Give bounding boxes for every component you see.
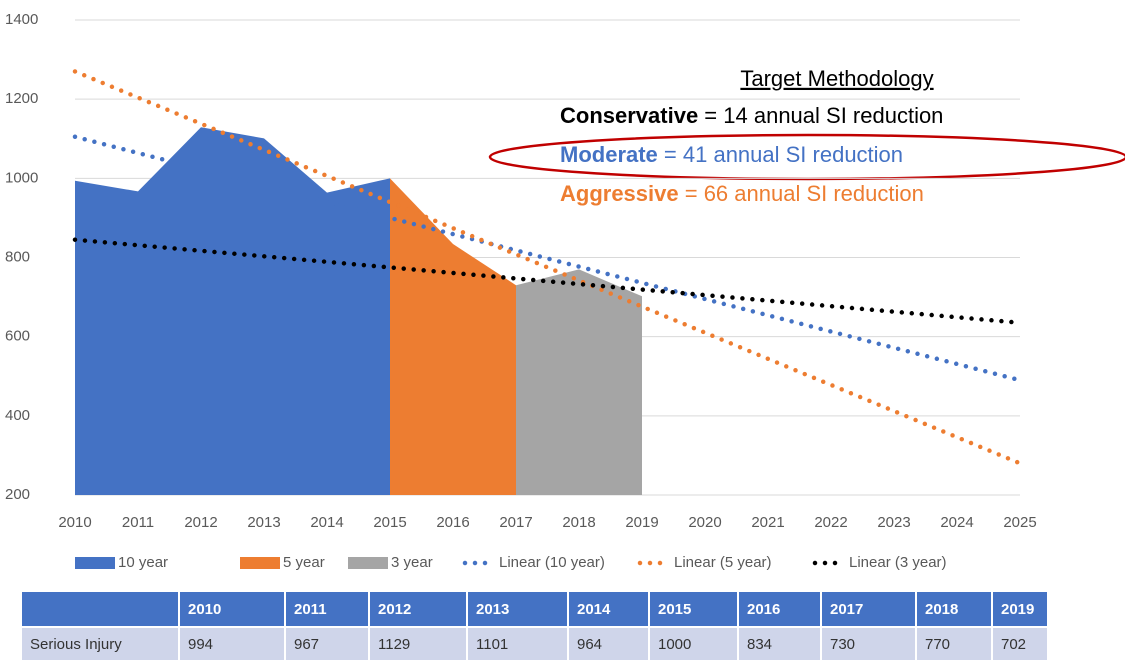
data-cell: 770 — [917, 628, 991, 660]
header-cell: 2016 — [739, 592, 820, 626]
legend-label: Linear (5 year) — [674, 554, 772, 571]
x-tick-label: 2021 — [751, 514, 784, 531]
header-cell: 2010 — [180, 592, 284, 626]
header-cell: 2015 — [650, 592, 737, 626]
annotation-title: Target Methodology — [740, 66, 933, 91]
x-tick-label: 2018 — [562, 514, 595, 531]
area — [75, 127, 390, 495]
x-tick-label: 2013 — [247, 514, 280, 531]
header-cell: 2017 — [822, 592, 915, 626]
header-cell: 2014 — [569, 592, 648, 626]
x-tick-label: 2012 — [184, 514, 217, 531]
data-row: Serious Injury 994 967 1129 1101 964 1000 834 73… — [22, 628, 1047, 660]
header-cell: 2011 — [286, 592, 368, 626]
data-cell: 964 — [569, 628, 648, 660]
annotation-bold: Conservative — [560, 103, 698, 128]
y-tick-label: 400 — [5, 407, 30, 424]
header-cell: 2019 — [993, 592, 1047, 626]
trend-line — [72, 237, 1023, 326]
trend-line — [72, 69, 1023, 466]
x-tick-label: 2014 — [310, 514, 343, 531]
x-tick-label: 2019 — [625, 514, 658, 531]
highlight-ellipse — [488, 133, 1125, 181]
x-tick-label: 2023 — [877, 514, 910, 531]
header-cell: 2012 — [370, 592, 466, 626]
data-cell: 834 — [739, 628, 820, 660]
data-cell: 1101 — [468, 628, 567, 660]
data-cell: 994 — [180, 628, 284, 660]
annotation-bold: Moderate — [560, 142, 658, 167]
y-tick-label: 1000 — [5, 169, 38, 186]
y-tick-label: 1400 — [5, 11, 38, 28]
x-tick-label: 2025 — [1003, 514, 1036, 531]
annotation-line: Conservative = 14 annual SI reduction — [560, 103, 943, 128]
legend-label: 3 year — [391, 554, 433, 571]
y-tick-label: 200 — [5, 486, 30, 503]
x-tick-label: 2017 — [499, 514, 532, 531]
y-tick-label: 600 — [5, 328, 30, 345]
x-tick-label: 2010 — [58, 514, 91, 531]
data-cell: 1129 — [370, 628, 466, 660]
trend-line — [72, 134, 1023, 383]
annotation-text: = 66 annual SI reduction — [679, 181, 924, 206]
annotation-text: = 41 annual SI reduction — [658, 142, 903, 167]
legend-swatch — [348, 557, 388, 569]
annotation-line: Moderate = 41 annual SI reduction — [560, 142, 903, 167]
header-cell: 2018 — [917, 592, 991, 626]
x-tick-label: 2020 — [688, 514, 721, 531]
legend-swatch — [75, 557, 115, 569]
header-row: 2010 2011 2012 2013 2014 2015 2016 2017 2018 2019 — [22, 592, 1047, 626]
annotation-line: Aggressive = 66 annual SI reduction — [560, 181, 924, 206]
header-cell: 2013 — [468, 592, 567, 626]
data-cell: 1000 — [650, 628, 737, 660]
x-tick-label: 2015 — [373, 514, 406, 531]
legend-swatch — [240, 557, 280, 569]
annotation-text: = 14 annual SI reduction — [698, 103, 943, 128]
legend-label: Linear (10 year) — [499, 554, 605, 571]
data-cell: 730 — [822, 628, 915, 660]
x-tick-label: 2024 — [940, 514, 973, 531]
legend-label: Linear (3 year) — [849, 554, 947, 571]
chart: 200 400 600 800 1000 1200 1400 2010 2011 2012 2013… — [5, 11, 1125, 571]
x-tick-label: 2016 — [436, 514, 469, 531]
data-cell: 702 — [993, 628, 1047, 660]
y-tick-label: 800 — [5, 248, 30, 265]
x-tick-label: 2022 — [814, 514, 847, 531]
area — [390, 178, 516, 496]
data-cell: Serious Injury — [22, 628, 178, 660]
data-cell: 967 — [286, 628, 368, 660]
y-tick-label: 1200 — [5, 90, 38, 107]
corner-cell — [22, 592, 178, 626]
area — [516, 269, 642, 495]
legend-label: 10 year — [118, 554, 168, 571]
data-table: 2010 2011 2012 2013 2014 2015 2016 2017 2018 2019… — [20, 590, 1049, 662]
x-tick-label: 2011 — [122, 514, 154, 531]
annotation-bold: Aggressive — [560, 181, 679, 206]
legend-label: 5 year — [283, 554, 325, 571]
